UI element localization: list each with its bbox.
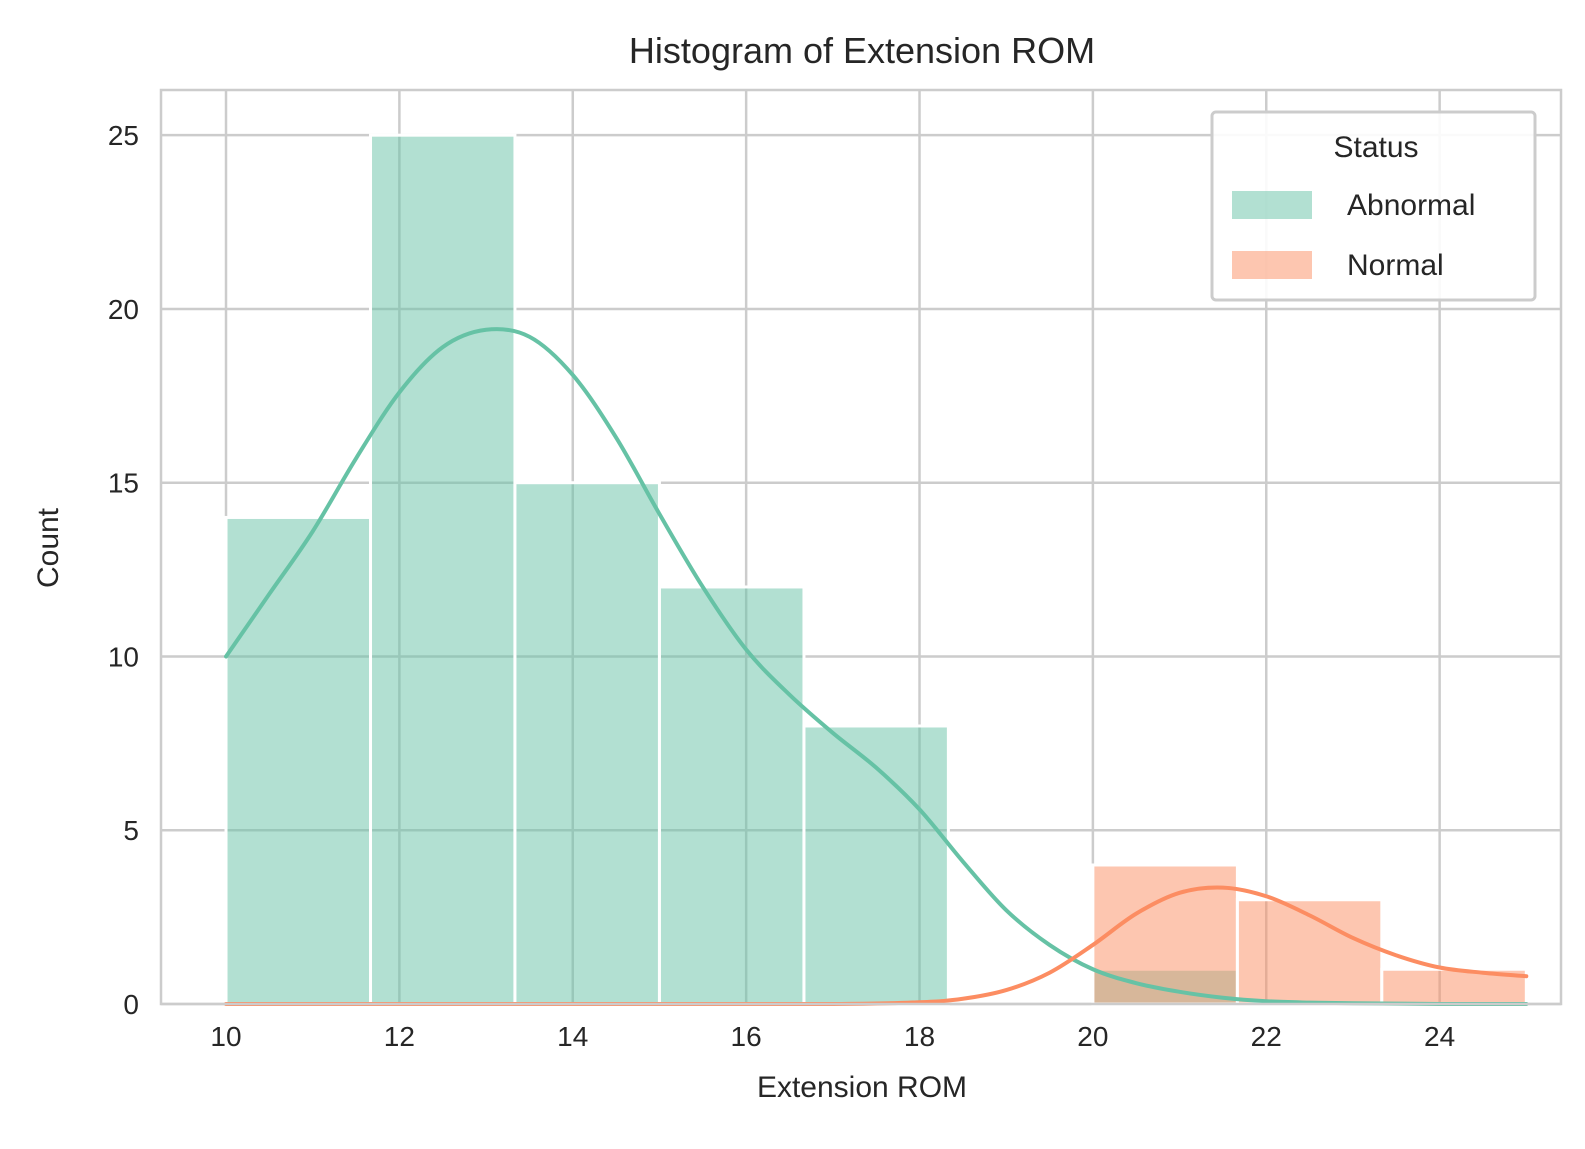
y-tick-label: 0 xyxy=(123,989,139,1020)
bar-abnormal xyxy=(802,724,950,1006)
plot-frame xyxy=(159,88,1563,1006)
x-tick-label: 24 xyxy=(1424,1021,1455,1052)
y-tick-label: 15 xyxy=(108,468,139,499)
plot-border xyxy=(159,88,1563,1006)
legend-swatch-abnormal xyxy=(1232,191,1312,219)
bar-abnormal xyxy=(369,133,517,1006)
bar-abnormal xyxy=(224,515,373,1006)
y-axis-label: Count xyxy=(32,507,65,588)
tick-labels: 10 12 14 16 18 20 22 24 0 5 10 15 20 25 xyxy=(108,120,1455,1052)
legend-label-abnormal: Abnormal xyxy=(1347,189,1475,222)
x-tick-label: 10 xyxy=(210,1021,241,1052)
x-tick-label: 16 xyxy=(731,1021,762,1052)
bar-abnormal xyxy=(513,481,661,1006)
y-tick-label: 25 xyxy=(108,120,139,151)
x-tick-label: 12 xyxy=(384,1021,415,1052)
legend-title: Status xyxy=(1333,131,1418,164)
bar-abnormal xyxy=(657,585,806,1006)
x-tick-label: 20 xyxy=(1077,1021,1108,1052)
histogram-bars xyxy=(224,133,1528,1006)
x-tick-label: 22 xyxy=(1251,1021,1282,1052)
chart-title: Histogram of Extension ROM xyxy=(629,30,1095,71)
x-tick-label: 14 xyxy=(557,1021,588,1052)
kde-line-abnormal xyxy=(224,327,1529,1007)
y-tick-label: 5 xyxy=(123,815,139,846)
y-tick-label: 10 xyxy=(108,641,139,672)
legend-label-normal: Normal xyxy=(1347,249,1444,282)
legend-swatch-normal xyxy=(1232,251,1312,279)
legend: Status Abnormal Normal xyxy=(1210,110,1537,302)
x-axis-label: Extension ROM xyxy=(757,1071,967,1104)
x-tick-label: 18 xyxy=(904,1021,935,1052)
y-tick-label: 20 xyxy=(108,294,139,325)
